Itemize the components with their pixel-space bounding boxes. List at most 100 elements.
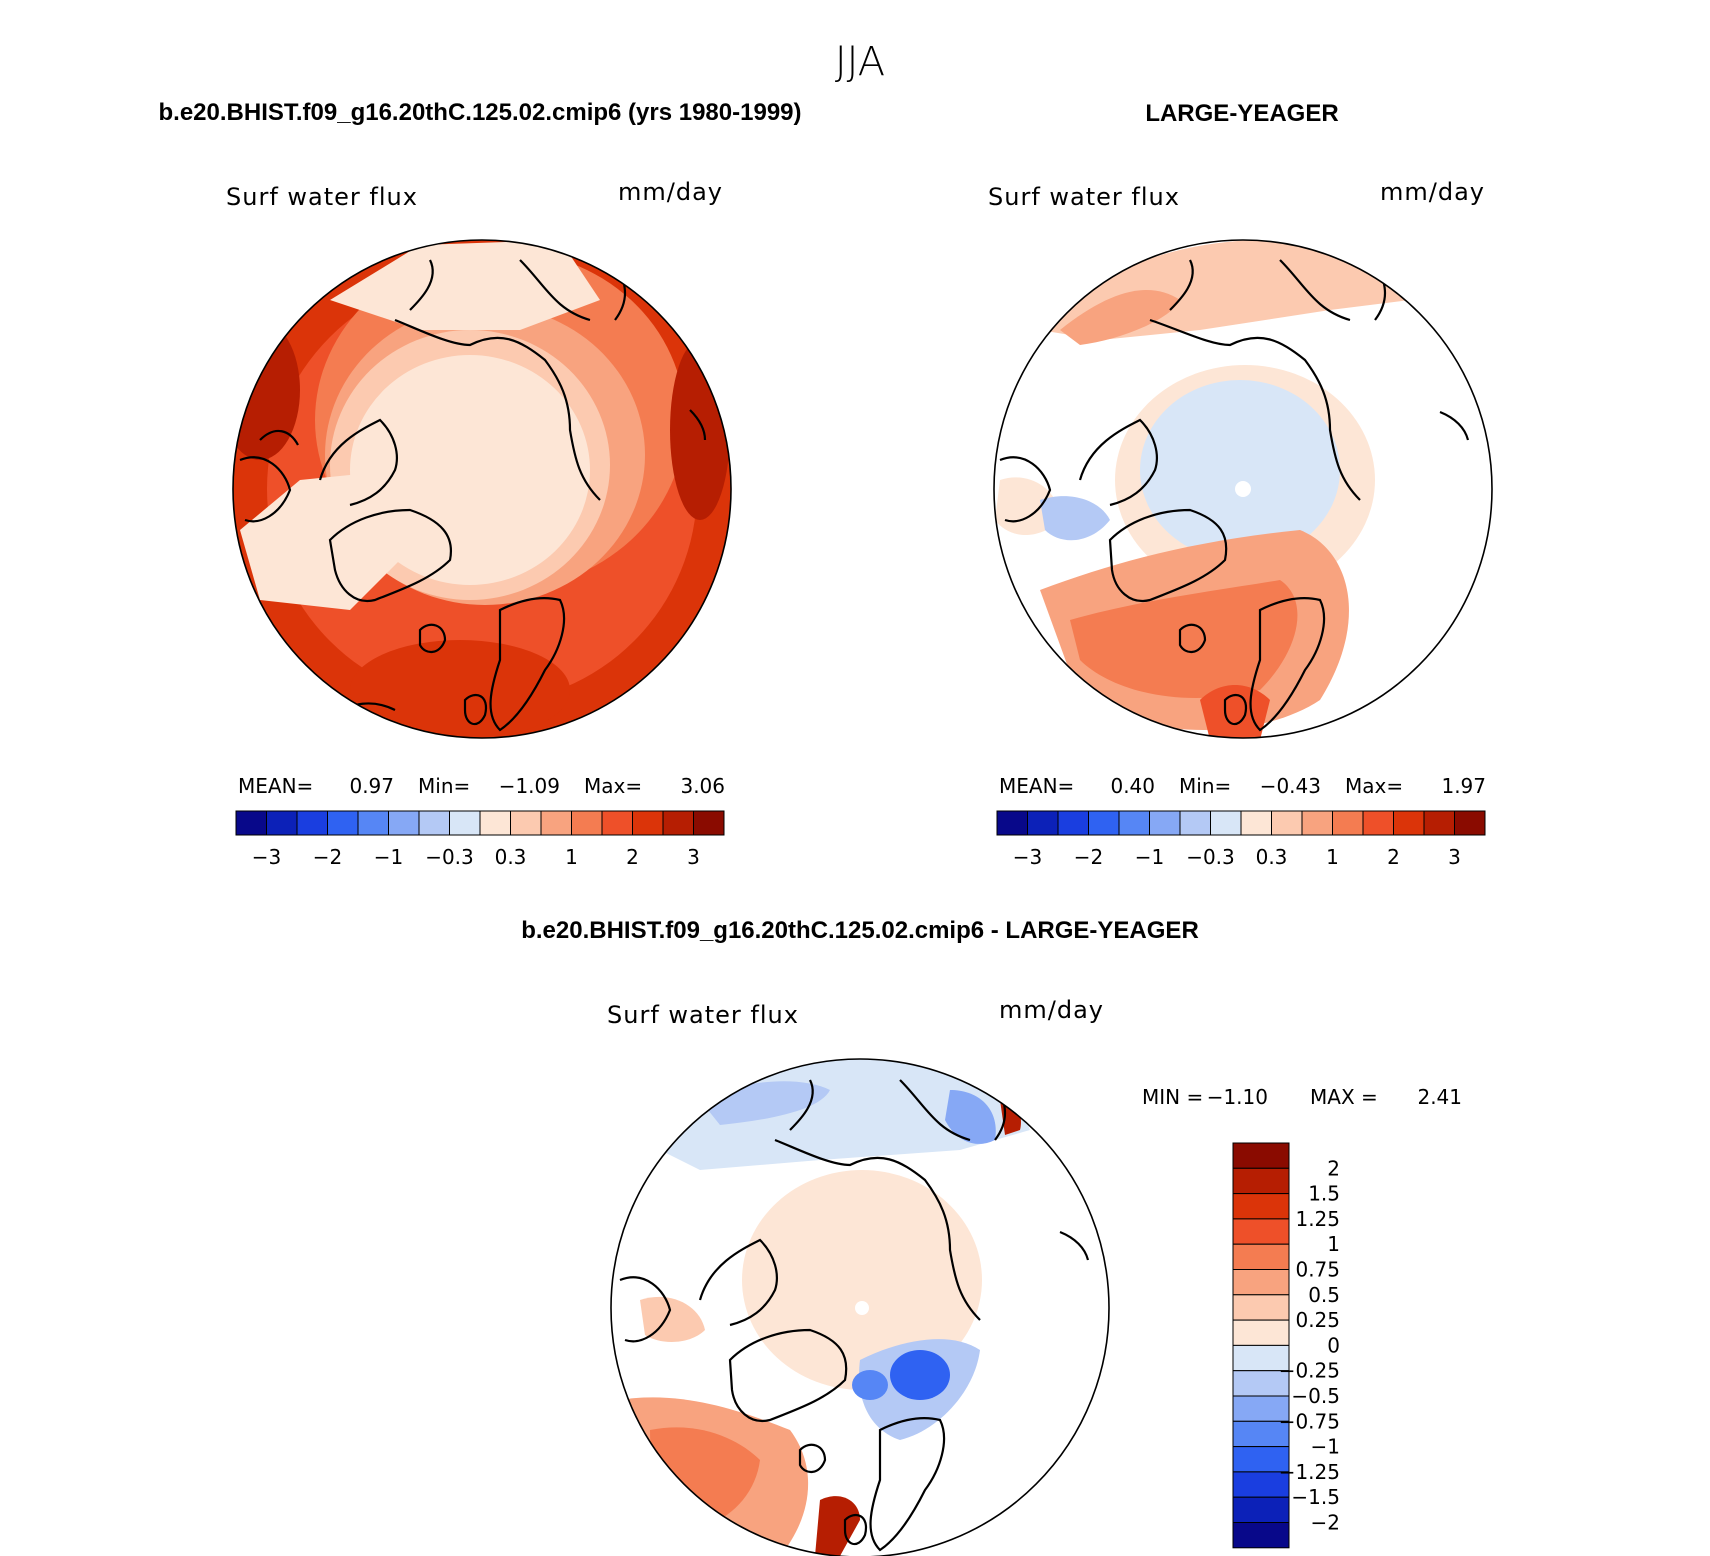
colorbar-tick-label: 2 xyxy=(626,845,639,869)
colorbar-swatch xyxy=(388,810,420,836)
panel-1-mean-value: 0.97 xyxy=(349,774,394,798)
colorbar-swatch xyxy=(1088,810,1120,836)
panel-2-stats: MEAN= 0.40 Min= −0.43 Max= 1.97 xyxy=(999,774,1486,798)
colorbar-tick-label: −1 xyxy=(1311,1435,1340,1459)
colorbar-swatch xyxy=(1301,810,1333,836)
colorbar-swatch xyxy=(662,810,694,836)
colorbar-swatch xyxy=(418,810,450,836)
panel-1-max-value: 3.06 xyxy=(680,774,725,798)
panel-3-colorbar xyxy=(1232,1142,1290,1549)
colorbar-tick-label: 1.25 xyxy=(1295,1207,1340,1231)
panel-2-colorbar xyxy=(996,810,1486,836)
colorbar-swatch xyxy=(996,810,1028,836)
panel-3-max-value: 2.41 xyxy=(1417,1085,1462,1109)
panel-2-variable-label: Surf water flux xyxy=(988,183,1180,211)
colorbar-tick-label: 2 xyxy=(1327,1156,1340,1180)
panel-1-units-label: mm/day xyxy=(618,178,723,206)
panel-2-mean-label: MEAN= xyxy=(999,774,1074,798)
colorbar-tick-label: 1 xyxy=(565,845,578,869)
colorbar-tick-label: −2 xyxy=(313,845,342,869)
colorbar-swatch xyxy=(357,810,389,836)
colorbar-swatch xyxy=(601,810,633,836)
colorbar-swatch xyxy=(1232,1167,1290,1195)
colorbar-tick-label: 0.25 xyxy=(1295,1308,1340,1332)
colorbar-swatch xyxy=(693,810,725,836)
colorbar-tick-label: 2 xyxy=(1387,845,1400,869)
colorbar-swatch xyxy=(1118,810,1150,836)
colorbar-swatch xyxy=(1271,810,1303,836)
colorbar-swatch xyxy=(1232,1471,1290,1498)
panel-1-max-label: Max= xyxy=(584,774,642,798)
colorbar-swatch xyxy=(1332,810,1364,836)
colorbar-swatch xyxy=(1393,810,1425,836)
colorbar-swatch xyxy=(1179,810,1211,836)
panel-2-map xyxy=(993,239,1493,739)
panel-3-colorbar-ticks: 21.51.2510.750.50.250−0.25−0.5−0.75−1−1.… xyxy=(1279,1156,1340,1534)
panel-2-min-label: Min= xyxy=(1179,774,1231,798)
colorbar-swatch xyxy=(449,810,481,836)
panel-2-max-label: Max= xyxy=(1345,774,1403,798)
colorbar-swatch xyxy=(1232,1294,1290,1321)
colorbar-swatch xyxy=(1232,1420,1290,1448)
panel-1-mean-label: MEAN= xyxy=(238,774,313,798)
colorbar-tick-label: −2 xyxy=(1074,845,1103,869)
colorbar-tick-label: −3 xyxy=(252,845,281,869)
colorbar-tick-label: −0.3 xyxy=(1186,845,1235,869)
panel-1-map xyxy=(232,239,732,739)
colorbar-swatch xyxy=(479,810,511,836)
panel-1-min-value: −1.09 xyxy=(499,774,560,798)
colorbar-tick-label: −0.5 xyxy=(1291,1384,1340,1408)
panel-2-max-value: 1.97 xyxy=(1441,774,1486,798)
colorbar-tick-label: −1.5 xyxy=(1291,1485,1340,1509)
colorbar-swatch xyxy=(266,810,298,836)
colorbar-tick-label: 0.5 xyxy=(1308,1283,1340,1307)
panel-3-stats: MIN = −1.10 MAX = 2.41 xyxy=(1142,1085,1462,1109)
colorbar-tick-label: 1.5 xyxy=(1308,1182,1340,1206)
colorbar-swatch xyxy=(1232,1243,1290,1270)
panel-3-variable-label: Surf water flux xyxy=(607,1001,799,1029)
panel-3-max-label: MAX = xyxy=(1310,1085,1378,1109)
panel-1-colorbar-ticks: −3 −2 −1 −0.3 0.3 1 2 3 xyxy=(252,845,700,869)
colorbar-tick-label: −0.3 xyxy=(425,845,474,869)
colorbar-tick-label: 0.3 xyxy=(1256,845,1288,869)
panel-1-stats: MEAN= 0.97 Min= −1.09 Max= 3.06 xyxy=(238,774,725,798)
colorbar-swatch xyxy=(510,810,542,836)
colorbar-swatch xyxy=(571,810,603,836)
colorbar-swatch xyxy=(1232,1319,1290,1346)
colorbar-swatch xyxy=(1149,810,1181,836)
panel-1-colorbar xyxy=(235,810,725,836)
panel-1-variable-label: Surf water flux xyxy=(226,183,418,211)
colorbar-swatch xyxy=(1232,1218,1290,1245)
colorbar-tick-label: −0.25 xyxy=(1279,1359,1340,1383)
colorbar-swatch xyxy=(296,810,328,836)
colorbar-tick-label: −1 xyxy=(1135,845,1164,869)
colorbar-tick-label: 1 xyxy=(1326,845,1339,869)
figure-title: JJA xyxy=(835,39,885,85)
colorbar-tick-label: 3 xyxy=(1448,845,1461,869)
colorbar-tick-label: −0.75 xyxy=(1279,1409,1340,1433)
panel-3-min-value: −1.10 xyxy=(1207,1085,1268,1109)
colorbar-swatch xyxy=(327,810,359,836)
panel-3-min-label: MIN = xyxy=(1142,1085,1203,1109)
colorbar-swatch xyxy=(1232,1142,1290,1169)
colorbar-tick-label: 0.75 xyxy=(1295,1258,1340,1282)
colorbar-swatch xyxy=(1240,810,1272,836)
colorbar-swatch xyxy=(1454,810,1486,836)
colorbar-swatch xyxy=(1210,810,1242,836)
colorbar-tick-label: 0.3 xyxy=(495,845,527,869)
colorbar-swatch xyxy=(1232,1370,1290,1397)
colorbar-swatch xyxy=(235,810,267,836)
colorbar-tick-label: −1.25 xyxy=(1279,1460,1340,1484)
panel-2-heading: LARGE-YEAGER xyxy=(1145,100,1338,127)
colorbar-swatch xyxy=(1423,810,1455,836)
colorbar-swatch xyxy=(1232,1496,1290,1523)
colorbar-swatch xyxy=(1232,1269,1290,1296)
panel-2-units-label: mm/day xyxy=(1380,178,1485,206)
panel-2-colorbar-ticks: −3 −2 −1 −0.3 0.3 1 2 3 xyxy=(1013,845,1461,869)
colorbar-swatch xyxy=(1232,1522,1290,1549)
colorbar-swatch xyxy=(1027,810,1059,836)
panel-2-min-value: −0.43 xyxy=(1260,774,1321,798)
panel-1-min-label: Min= xyxy=(418,774,470,798)
panel-2-mean-value: 0.40 xyxy=(1110,774,1155,798)
